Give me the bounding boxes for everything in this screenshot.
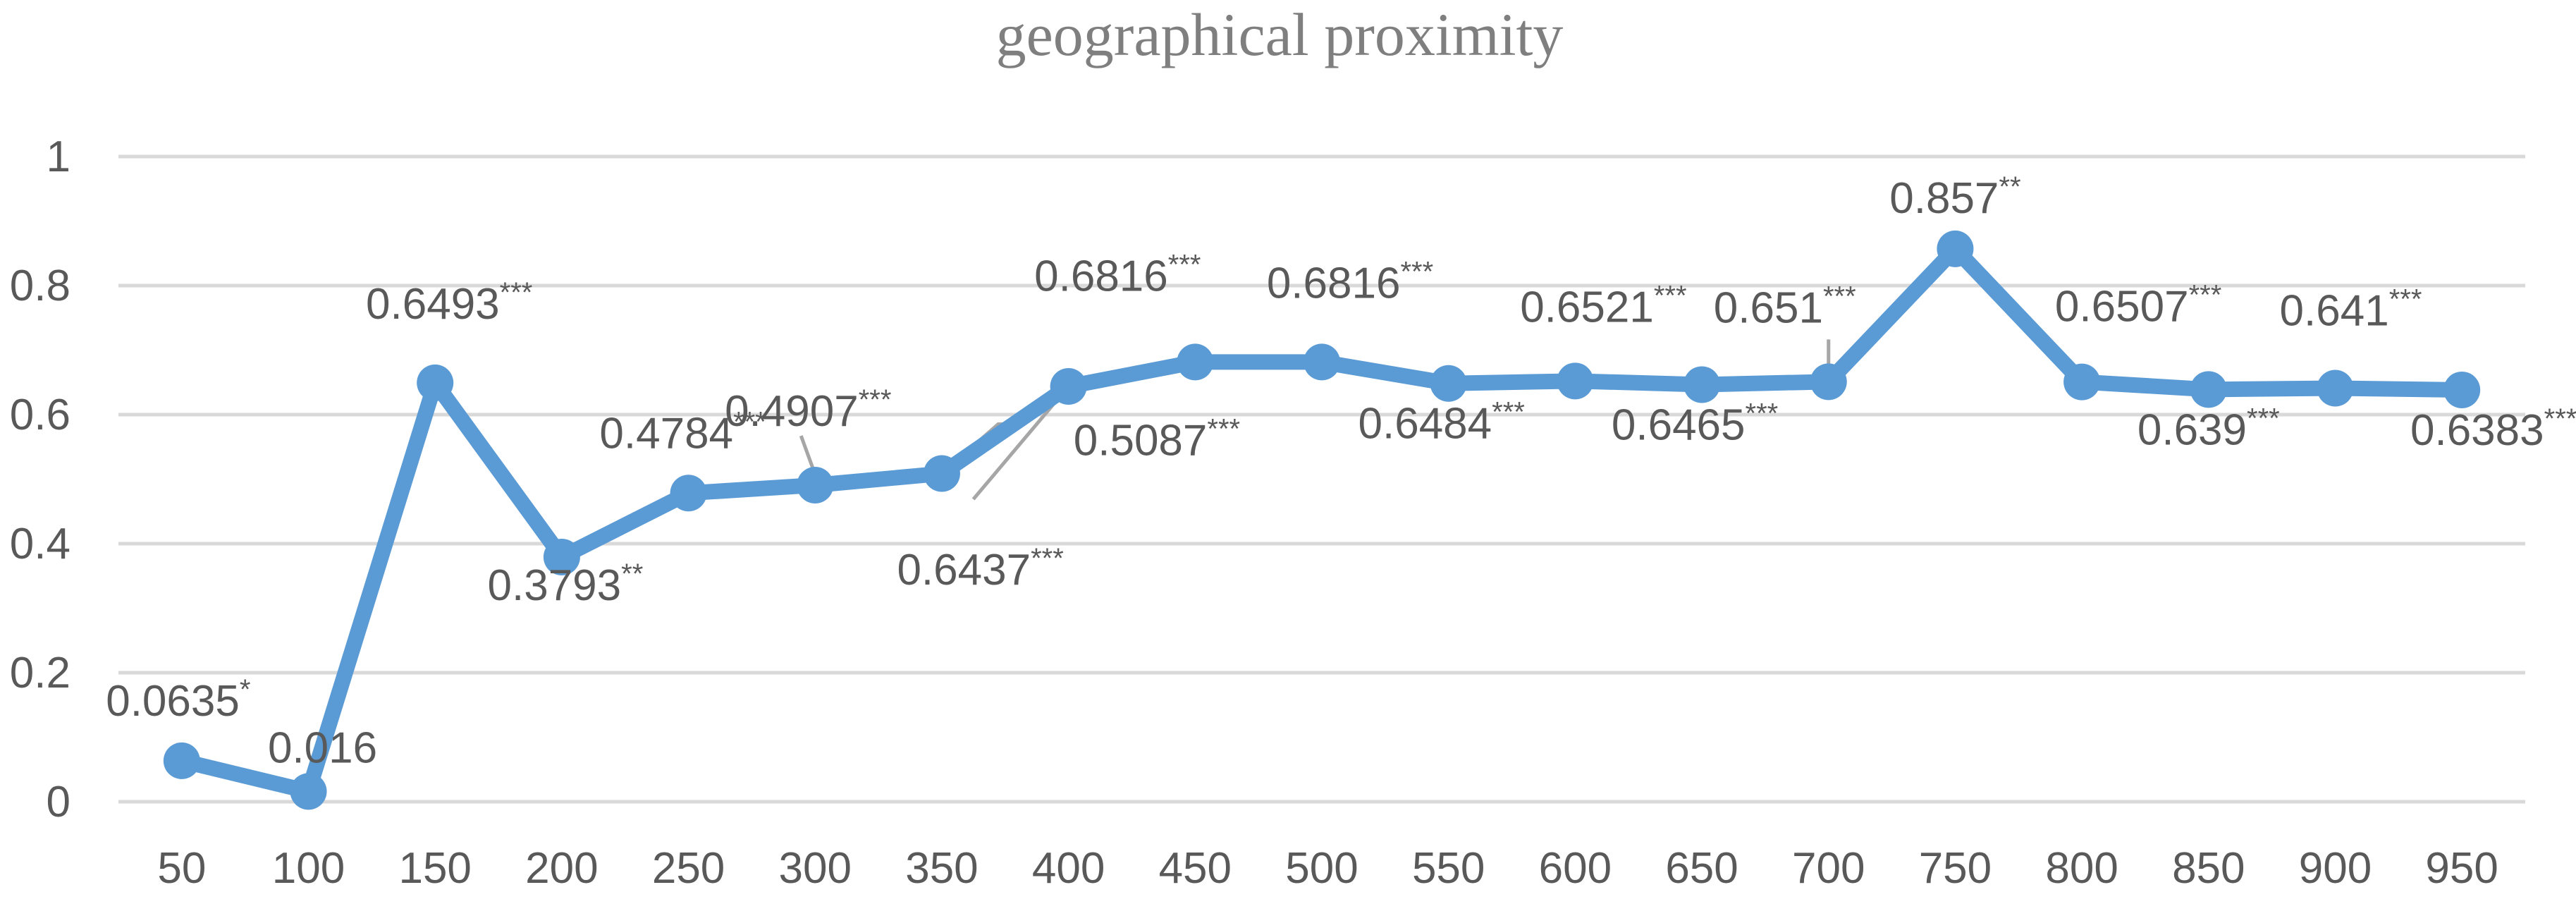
x-tick-label: 800 xyxy=(2045,844,2118,893)
data-point-550 xyxy=(1430,365,1467,402)
data-point-350 xyxy=(923,455,960,492)
y-tick-label: 0.6 xyxy=(10,391,70,439)
x-tick-label: 50 xyxy=(157,844,206,893)
data-points xyxy=(163,230,2481,810)
data-label-400: 0.6437*** xyxy=(897,543,1063,594)
data-label-300: 0.4907*** xyxy=(725,384,891,436)
x-tick-label: 850 xyxy=(2172,844,2245,893)
x-tick-label: 300 xyxy=(779,844,852,893)
data-point-100 xyxy=(290,773,327,810)
x-tick-label: 200 xyxy=(525,844,598,893)
y-tick-label: 0.4 xyxy=(10,520,70,568)
data-label-700: 0.651*** xyxy=(1714,281,1856,332)
x-tick-label: 450 xyxy=(1159,844,1232,893)
x-axis-ticks: 50 100 150 200 250 300 350 400 450 500 550 600 650 70… xyxy=(157,844,2498,893)
x-tick-label: 650 xyxy=(1665,844,1738,893)
x-tick-label: 550 xyxy=(1412,844,1485,893)
y-tick-label: 0.2 xyxy=(10,649,70,697)
data-label-650: 0.6465*** xyxy=(1612,398,1778,449)
data-labels: 0.0635*0.0160.6493***0.3793**0.4784***0.… xyxy=(106,171,2576,773)
data-point-600 xyxy=(1557,362,1594,400)
data-point-400 xyxy=(1050,368,1087,405)
x-tick-label: 600 xyxy=(1539,844,1612,893)
data-point-750 xyxy=(1937,230,1974,267)
data-label-750: 0.857** xyxy=(1889,171,2020,223)
x-tick-label: 150 xyxy=(398,844,471,893)
x-tick-label: 400 xyxy=(1032,844,1105,893)
chart-title: geographical proximity xyxy=(996,1,1564,68)
data-label-250: 0.4784*** xyxy=(599,406,766,458)
data-point-50 xyxy=(163,742,200,779)
y-tick-label: 1 xyxy=(47,133,70,181)
x-tick-label: 700 xyxy=(1792,844,1865,893)
data-point-900 xyxy=(2317,369,2354,407)
data-point-250 xyxy=(670,475,707,512)
data-label-200: 0.3793** xyxy=(488,558,644,610)
data-point-800 xyxy=(2063,363,2101,401)
data-point-650 xyxy=(1683,366,1721,403)
data-label-150: 0.6493*** xyxy=(366,277,532,329)
x-tick-label: 350 xyxy=(905,844,978,893)
data-point-950 xyxy=(2443,371,2481,408)
data-point-500 xyxy=(1304,343,1340,381)
data-point-150 xyxy=(417,364,454,401)
y-tick-label: 0 xyxy=(47,778,70,826)
y-axis-ticks: 0 0.2 0.4 0.6 0.8 1 xyxy=(10,133,70,826)
data-point-700 xyxy=(1810,363,1847,401)
data-label-550: 0.6484*** xyxy=(1358,397,1525,448)
x-tick-label: 100 xyxy=(272,844,345,893)
x-tick-label: 950 xyxy=(2425,844,2498,893)
x-tick-label: 250 xyxy=(652,844,725,893)
data-label-350: 0.5087*** xyxy=(1074,414,1240,465)
x-tick-label: 750 xyxy=(1919,844,1992,893)
data-point-450 xyxy=(1177,343,1214,381)
data-point-200 xyxy=(543,538,580,575)
data-label-800: 0.6507*** xyxy=(2055,280,2221,331)
data-label-850: 0.639*** xyxy=(2138,403,2280,454)
data-point-300 xyxy=(797,467,834,504)
data-label-950: 0.6383*** xyxy=(2410,403,2576,455)
data-label-50: 0.0635* xyxy=(106,674,250,726)
data-point-850 xyxy=(2190,371,2227,408)
y-tick-label: 0.8 xyxy=(10,262,70,310)
data-label-450: 0.6816*** xyxy=(1034,249,1201,300)
x-tick-label: 500 xyxy=(1285,844,1358,893)
data-label-600: 0.6521*** xyxy=(1520,280,1686,331)
gridlines xyxy=(118,154,2525,804)
data-label-500: 0.6816*** xyxy=(1267,256,1433,307)
data-label-100: 0.016 xyxy=(268,723,377,772)
x-tick-label: 900 xyxy=(2299,844,2372,893)
data-label-900: 0.641*** xyxy=(2280,283,2422,335)
